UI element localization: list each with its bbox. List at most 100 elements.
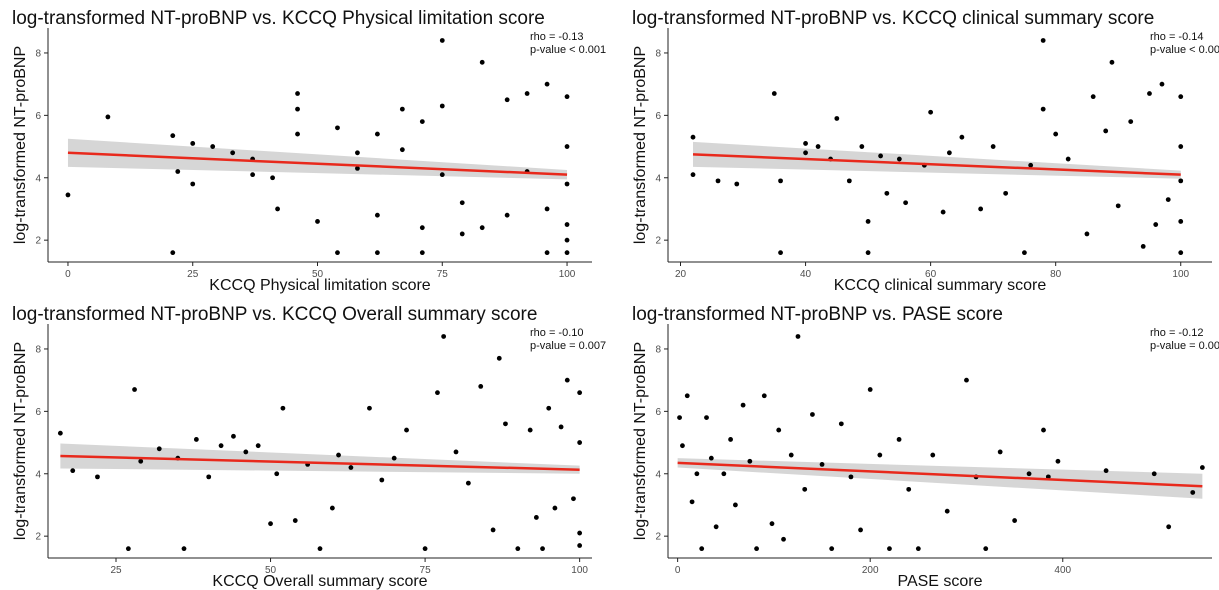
data-point bbox=[564, 250, 570, 256]
data-point bbox=[906, 486, 912, 492]
data-point bbox=[546, 405, 552, 411]
data-point bbox=[138, 458, 144, 464]
data-point bbox=[771, 91, 777, 96]
data-point bbox=[527, 427, 533, 433]
data-point bbox=[677, 415, 682, 420]
chart-title: log-transformed NT-proBNP vs. KCCQ Overa… bbox=[12, 304, 537, 325]
data-point bbox=[564, 377, 570, 383]
data-point bbox=[170, 133, 176, 139]
data-point bbox=[540, 546, 545, 552]
data-point bbox=[367, 405, 372, 411]
data-point bbox=[878, 153, 883, 159]
x-tick-label: 25 bbox=[110, 565, 122, 576]
rho-annotation: rho = -0.12 bbox=[1150, 327, 1204, 339]
data-point bbox=[838, 421, 844, 427]
regression-line bbox=[692, 153, 1181, 176]
data-point bbox=[946, 150, 952, 156]
data-point bbox=[533, 515, 539, 520]
confidence-band bbox=[677, 458, 1203, 499]
data-point bbox=[858, 527, 863, 533]
data-point bbox=[105, 114, 111, 120]
data-point bbox=[441, 334, 447, 339]
rho-annotation: rho = -0.14 bbox=[1150, 31, 1204, 43]
data-point bbox=[1053, 131, 1059, 137]
y-tick-label: 6 bbox=[655, 111, 661, 122]
confidence-band bbox=[67, 138, 568, 180]
data-point bbox=[1151, 471, 1157, 477]
data-point bbox=[915, 546, 921, 552]
data-point bbox=[175, 169, 181, 174]
data-point bbox=[439, 103, 445, 109]
data-point bbox=[453, 449, 459, 455]
data-point bbox=[829, 546, 835, 552]
data-point bbox=[274, 471, 280, 477]
data-point bbox=[335, 250, 340, 256]
data-point bbox=[694, 471, 700, 477]
data-point bbox=[754, 546, 759, 552]
data-point bbox=[544, 81, 550, 87]
y-axis-label: log-transformed NT-proBNP bbox=[12, 46, 29, 244]
data-point bbox=[1178, 178, 1184, 184]
data-point bbox=[478, 384, 484, 389]
data-point bbox=[496, 355, 502, 361]
data-point bbox=[419, 250, 425, 256]
y-tick-label: 8 bbox=[655, 48, 661, 59]
data-point bbox=[815, 144, 821, 149]
data-point bbox=[439, 38, 445, 43]
data-point bbox=[887, 546, 892, 552]
data-point bbox=[930, 452, 936, 458]
data-point bbox=[544, 206, 550, 212]
data-point bbox=[708, 455, 714, 461]
data-point bbox=[689, 499, 695, 505]
data-point bbox=[1178, 94, 1184, 100]
data-point bbox=[193, 437, 199, 442]
panel-pase: log-transformed NT-proBNP vs. PASE score… bbox=[620, 296, 1219, 590]
data-point bbox=[704, 415, 709, 420]
scatter-points bbox=[65, 38, 570, 256]
data-point bbox=[218, 443, 224, 449]
x-tick-label: 200 bbox=[862, 565, 879, 576]
data-point bbox=[1109, 59, 1115, 65]
data-point bbox=[190, 141, 196, 146]
data-point bbox=[439, 172, 445, 178]
x-tick-label: 50 bbox=[265, 565, 277, 576]
x-tick-label: 60 bbox=[925, 269, 937, 280]
x-tick-label: 80 bbox=[1050, 269, 1062, 280]
x-tick-label: 50 bbox=[312, 269, 324, 280]
data-point bbox=[959, 134, 965, 140]
panel-overall-summary: log-transformed NT-proBNP vs. KCCQ Overa… bbox=[0, 296, 609, 590]
x-tick-label: 400 bbox=[1054, 565, 1071, 576]
data-point bbox=[690, 172, 696, 178]
data-point bbox=[348, 465, 354, 470]
data-point bbox=[747, 458, 753, 464]
data-point bbox=[1065, 156, 1071, 162]
data-point bbox=[404, 427, 409, 433]
data-point bbox=[270, 175, 275, 181]
chart-title: log-transformed NT-proBNP vs. KCCQ Physi… bbox=[12, 8, 545, 29]
data-point bbox=[928, 109, 934, 115]
data-point bbox=[859, 144, 865, 149]
data-point bbox=[355, 166, 360, 171]
data-point bbox=[558, 424, 564, 430]
data-point bbox=[690, 134, 696, 140]
data-point bbox=[564, 181, 570, 187]
data-point bbox=[268, 521, 273, 527]
data-point bbox=[761, 393, 767, 399]
data-point bbox=[295, 131, 300, 137]
data-point bbox=[552, 505, 558, 511]
data-point bbox=[355, 150, 360, 156]
data-point bbox=[422, 546, 428, 552]
regression-line bbox=[60, 454, 580, 471]
data-point bbox=[1178, 219, 1184, 224]
data-point bbox=[181, 546, 187, 552]
data-point bbox=[419, 119, 425, 124]
y-axis-label: log-transformed NT-proBNP bbox=[632, 46, 649, 244]
regression-line bbox=[67, 151, 568, 176]
data-point bbox=[564, 237, 570, 243]
data-point bbox=[275, 206, 280, 212]
data-point bbox=[803, 150, 808, 156]
x-tick-label: 20 bbox=[675, 269, 687, 280]
data-point bbox=[504, 212, 510, 218]
panel-clinical-summary: log-transformed NT-proBNP vs. KCCQ clini… bbox=[620, 0, 1219, 294]
